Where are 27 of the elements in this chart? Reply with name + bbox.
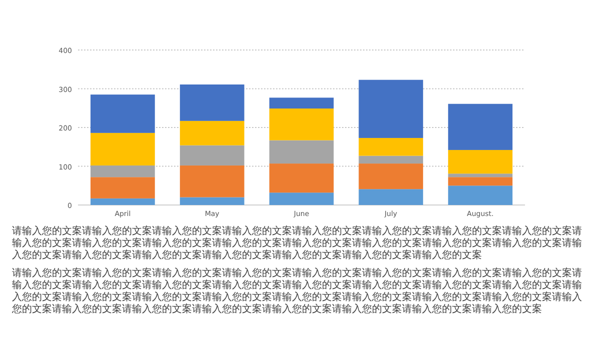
bar (358, 164, 424, 190)
bar (90, 198, 155, 205)
bar (180, 120, 244, 146)
bar (448, 186, 512, 205)
bar (448, 150, 512, 174)
bar (269, 164, 334, 193)
bar (448, 104, 512, 150)
bar (358, 156, 424, 164)
bar (90, 165, 155, 178)
bar (269, 108, 334, 140)
bar (269, 192, 334, 205)
bar (90, 177, 155, 198)
bar (448, 177, 512, 186)
bar (180, 84, 244, 121)
bar (448, 174, 512, 178)
bar (90, 132, 155, 166)
bar (180, 165, 244, 198)
bar (180, 197, 244, 205)
bar (90, 94, 155, 133)
bar (269, 140, 334, 164)
bar (358, 138, 424, 156)
text: 请输入您的文案请输入您的文案请输入您的文案请输入您的文案请输入您的文案请输入您的文案请输入您的文案请输入您的文案请输入您的文案请输入您的文案请输入您的文案请输入您的文案请输入您的文案请输入您的文案请输入您的文案请输入您的文案请输入您的文案请输入您的文案请输入您的文案请输入您的文案请输入您的文案请输入您的文案请输入您的文案 (12, 226, 583, 262)
bar (358, 80, 424, 138)
bar (269, 98, 334, 109)
bar (358, 189, 424, 205)
bar (180, 145, 244, 166)
text: 请输入您的文案请输入您的文案请输入您的文案请输入您的文案请输入您的文案请输入您的文案请输入您的文案请输入您的文案请输入您的文案请输入您的文案请输入您的文案请输入您的文案请输入您的文案请输入您的文案请输入您的文案请输入您的文案请输入您的文案请输入您的文案请输入您的文案请输入您的文案请输入您的文案请输入您的文案请输入您的文案请输入您的文案请输入您的文案请输入您的文案请输入您的文案请输入您的文案请输入您的文案请输入您的文案请输入您的文案请输入您的文案 (12, 268, 583, 316)
